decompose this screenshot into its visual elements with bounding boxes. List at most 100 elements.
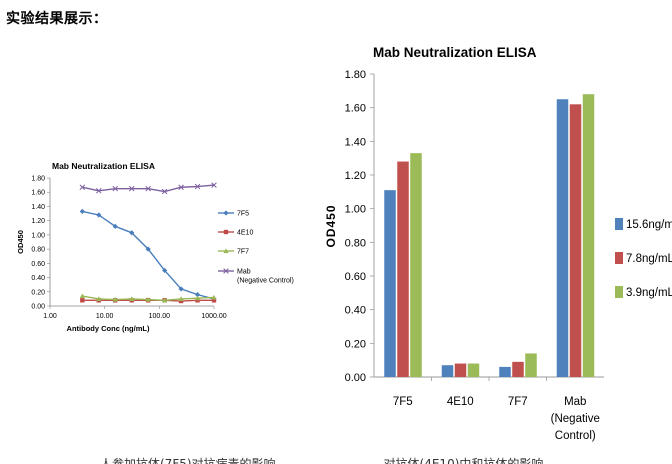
bar-chart-y-tick-label: 0.00 — [345, 372, 366, 384]
data-point — [195, 298, 200, 303]
legend-swatch — [615, 286, 623, 298]
bar-chart-y-tick-label: 1.60 — [345, 103, 366, 115]
legend-label: (Negative Control) — [237, 278, 294, 285]
data-point — [223, 268, 229, 274]
legend-label: 15.6ng/mL — [626, 219, 672, 231]
line-chart-x-tick-label: 10.00 — [96, 313, 114, 320]
data-point — [178, 286, 184, 292]
data-point — [112, 297, 118, 302]
data-point — [96, 212, 102, 218]
line-chart-y-tick-label: 0.60 — [31, 261, 45, 268]
legend-label: 4E10 — [237, 230, 253, 237]
bar-chart-y-tick-label: 0.40 — [345, 305, 366, 317]
data-point — [128, 185, 135, 192]
bar-chart: Mab Neutralization ELISA 0.00 0.20 0.40 0.60… — [324, 45, 672, 442]
line-chart-x-label: Antibody Conc (ng/mL) — [67, 324, 150, 333]
bar-chart-category-label: 7F5 — [393, 396, 413, 408]
bar-chart-y-label: OD450 — [324, 204, 338, 247]
line-series-7f7 — [79, 293, 217, 303]
bar — [384, 190, 396, 377]
legend-label: 7.8ng/mL — [626, 253, 672, 265]
bar-chart-y-tick-label: 1.00 — [345, 204, 366, 216]
line-chart-title: Mab Neutralization ELISA — [52, 161, 155, 171]
line-chart-x-tick-label: 1.00 — [43, 313, 57, 320]
line-chart-y-tick-label: 0.00 — [31, 304, 45, 311]
line-series-mab — [79, 182, 217, 195]
legend-label: Mab — [237, 269, 251, 276]
data-point — [129, 230, 135, 236]
line-chart-x-tick-label: 1000.00 — [201, 313, 226, 320]
line-series-7f5 — [79, 208, 217, 302]
bar — [397, 161, 409, 377]
bar — [556, 99, 569, 377]
data-point — [223, 210, 229, 216]
data-point — [223, 248, 229, 254]
bar — [582, 94, 595, 377]
data-point — [96, 188, 102, 194]
data-point — [80, 298, 85, 303]
data-point — [112, 185, 118, 192]
series-line — [82, 210, 215, 300]
data-point — [129, 296, 135, 301]
data-point — [223, 229, 229, 235]
data-point — [178, 184, 184, 190]
line-chart-y-tick-label: 1.00 — [31, 232, 45, 239]
line-chart-y-label: OD450 — [16, 230, 25, 254]
bar-chart-category-label: Mab — [564, 396, 586, 408]
page-heading: 实验结果展示： — [6, 11, 108, 27]
data-point — [178, 296, 184, 301]
data-point — [211, 298, 217, 303]
bar-chart-y-tick-label: 0.80 — [345, 237, 366, 249]
bar-chart-y-tick-label: 1.40 — [345, 136, 366, 148]
legend-label: 3.9ng/mL — [626, 287, 672, 299]
line-chart-y-tick-label: 1.80 — [31, 176, 45, 183]
bar-chart-y-tick-label: 0.20 — [345, 338, 366, 350]
bar — [499, 366, 511, 377]
bar-chart-category-label: 4E10 — [447, 396, 474, 408]
bar — [441, 365, 454, 377]
legend-label: 7F5 — [237, 211, 249, 218]
bar — [512, 361, 524, 377]
line-chart-y-tick-label: 0.40 — [31, 275, 45, 282]
data-point — [96, 296, 102, 301]
bar — [410, 153, 422, 377]
data-point — [145, 246, 151, 252]
data-point — [194, 183, 201, 190]
data-point — [145, 185, 151, 192]
data-point — [162, 297, 168, 303]
data-point — [145, 297, 151, 302]
data-point — [79, 293, 85, 299]
data-point — [162, 267, 168, 274]
data-point — [112, 223, 118, 229]
bar-chart-category-label: 7F7 — [508, 396, 528, 408]
legend-swatch — [615, 218, 623, 230]
bar — [467, 363, 480, 377]
data-point — [194, 292, 201, 298]
bottom-caption: 人参加抗体(7F5)对抗病毒的影响 对抗体(4E10)中和抗体的影响 — [100, 457, 544, 464]
line-chart-y-tick-label: 1.60 — [31, 190, 45, 197]
line-chart-y-tick-label: 1.40 — [31, 204, 45, 211]
data-point — [211, 182, 217, 188]
bar-chart-y-tick-label: 0.60 — [345, 271, 366, 283]
line-chart-legend: 7F5 4E10 7F7 Mab (Negative Control) — [218, 210, 294, 285]
legend-label: 7F7 — [237, 249, 249, 256]
bar-chart-y-tick-label: 1.20 — [345, 170, 366, 182]
line-chart: Mab Neutralization ELISA 0.00 0.20 0.40 0.60… — [16, 161, 294, 333]
data-point — [79, 208, 85, 215]
bar-chart-category-label: (Negative — [551, 413, 600, 425]
bar — [569, 104, 582, 378]
bar — [525, 353, 537, 377]
bar — [454, 363, 467, 377]
line-chart-y-tick-label: 0.80 — [31, 247, 45, 254]
data-point — [79, 184, 86, 190]
data-point — [161, 188, 168, 195]
bar-chart-legend: 15.6ng/mL 7.8ng/mL 3.9ng/mL — [615, 218, 672, 299]
legend-swatch — [615, 252, 623, 264]
data-point — [211, 294, 217, 300]
line-chart-x-tick-label: 100.00 — [149, 313, 171, 320]
line-chart-y-tick-label: 0.20 — [31, 289, 45, 296]
bar-chart-category-label: Control) — [555, 430, 596, 442]
bar-chart-title: Mab Neutralization ELISA — [373, 45, 537, 60]
bar-chart-y-tick-label: 1.80 — [345, 69, 366, 81]
